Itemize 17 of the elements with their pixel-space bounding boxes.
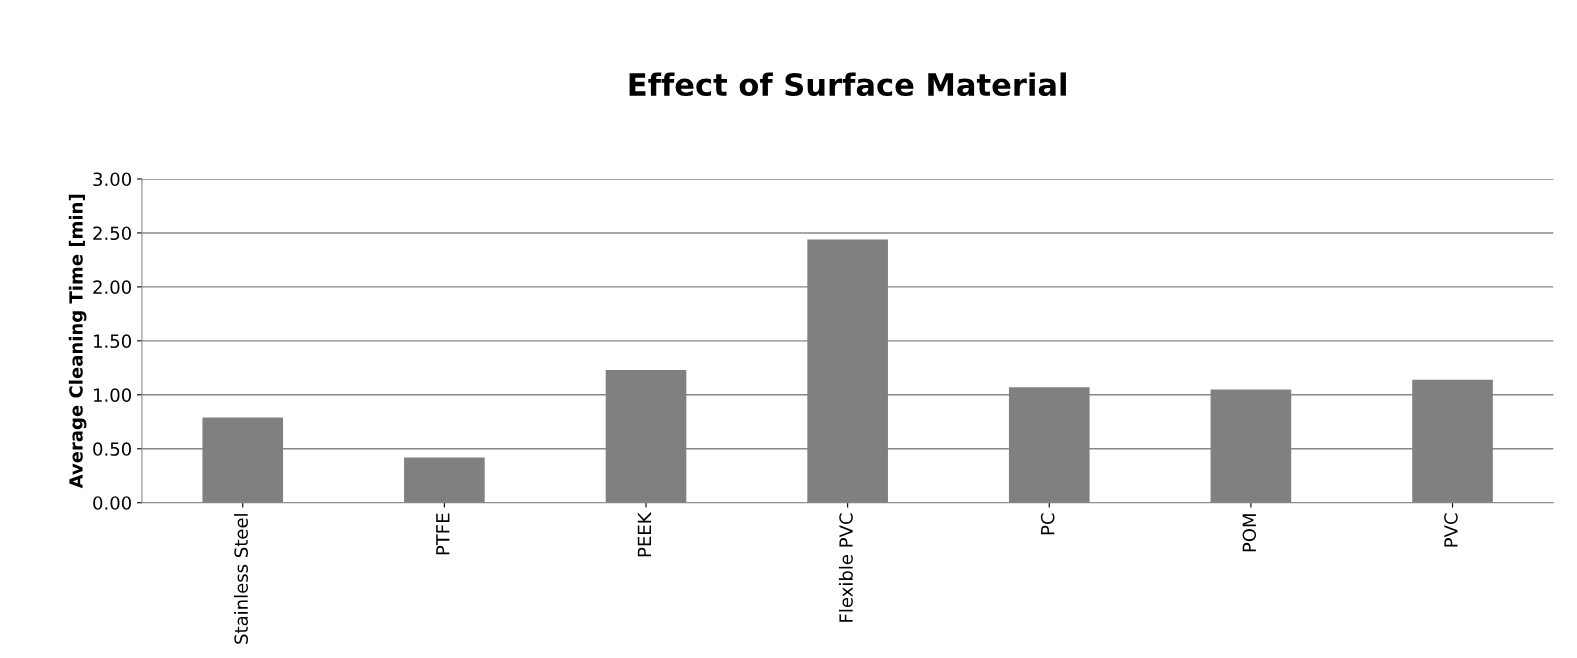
y-tick-label: 0.50 [93, 442, 132, 456]
bar [404, 457, 485, 503]
x-tick-label: PEEK [637, 512, 651, 557]
x-tick-label: PVC [1444, 513, 1458, 547]
x-tick-label: Flexible PVC [838, 513, 853, 622]
y-tick-label: 2.00 [93, 280, 132, 294]
y-tick-label: 1.00 [93, 388, 132, 402]
y-tick-label: 0.00 [93, 496, 132, 510]
y-tick-label: 2.50 [93, 226, 132, 241]
x-tick-label: POM [1242, 514, 1257, 552]
y-tick-label: 3.00 [93, 172, 132, 187]
x-tick-label: PC [1040, 513, 1055, 535]
x-tick-label: Stainless Steel [234, 514, 248, 644]
x-tick-label: PTFE [436, 513, 450, 555]
y-axis-title: Average Cleaning Time [min] [68, 194, 87, 489]
y-tick-label: 1.50 [93, 334, 132, 348]
chart-title: Effect of Surface Material [629, 72, 1066, 97]
